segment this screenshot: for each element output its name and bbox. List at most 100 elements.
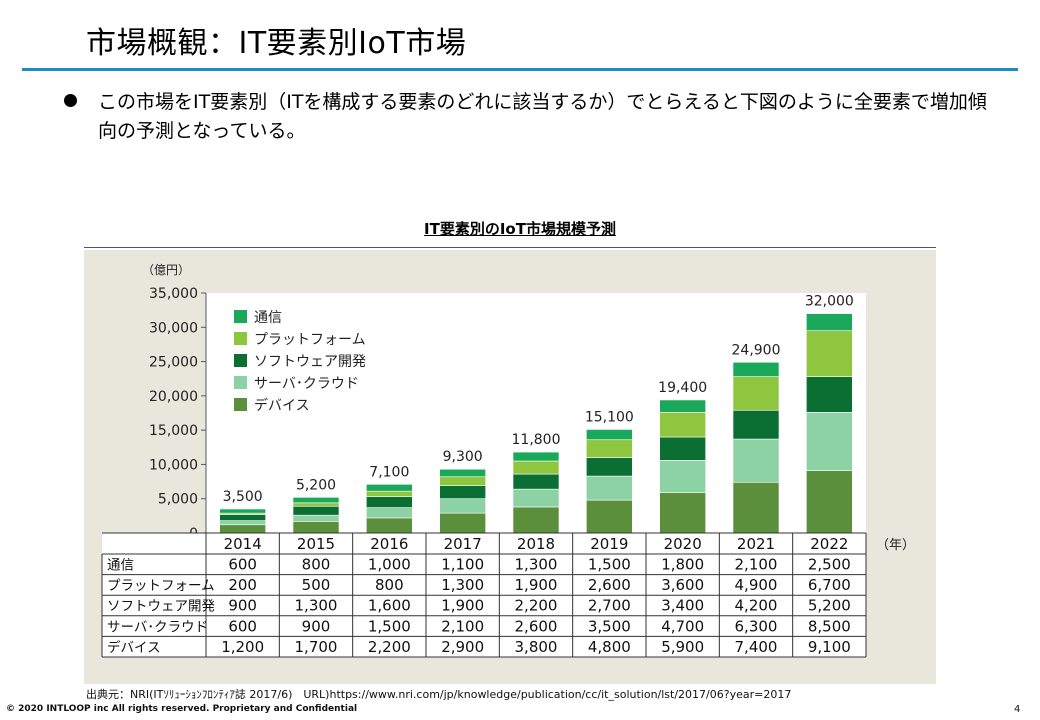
table-cell-value: 6,700 — [808, 576, 851, 594]
bar-segment — [366, 496, 413, 508]
bar-segment — [292, 514, 340, 522]
table-cell-value: 3,600 — [661, 576, 704, 594]
table-cell-value: 2,900 — [441, 638, 484, 656]
bar-total-label: 24,900 — [732, 342, 781, 358]
table-cell-value: 600 — [228, 617, 257, 635]
legend-label: デバイス — [254, 397, 310, 414]
table-cell-value: 2,200 — [368, 638, 411, 656]
y-tick-label: 35,000 — [149, 286, 198, 302]
table-cell-value: 1,500 — [588, 556, 631, 574]
bar-segment — [586, 429, 633, 441]
bar-segment — [292, 521, 340, 534]
bar-total-label: 5,200 — [296, 477, 336, 493]
bar-segment — [366, 490, 413, 497]
bar-segment — [292, 497, 340, 504]
bar-segment — [512, 488, 560, 508]
table-cell-value: 900 — [302, 617, 331, 635]
bar-segment — [806, 412, 853, 471]
bar-segment — [439, 485, 486, 500]
legend-label: プラットフォーム — [254, 332, 366, 348]
table-row-label: デバイス — [107, 639, 161, 656]
bar-segment — [292, 505, 340, 516]
chart-title-rule — [84, 247, 936, 248]
title-divider — [22, 68, 1018, 71]
y-axis-unit: （億円） — [142, 263, 190, 277]
bar-segment — [586, 475, 633, 501]
x-tick-label: 2016 — [370, 535, 408, 553]
table-cell-value: 4,900 — [735, 576, 778, 594]
bar-segment — [659, 412, 706, 438]
table-cell-value: 1,500 — [368, 617, 411, 635]
bar-segment — [732, 361, 780, 377]
table-cell-value: 7,400 — [735, 638, 778, 656]
table-cell-value: 6,300 — [735, 617, 778, 635]
bar-segment — [806, 376, 853, 413]
table-cell-value: 2,500 — [808, 556, 851, 574]
table-cell-value: 800 — [302, 556, 331, 574]
copyright-footer: © 2020 INTLOOP inc All rights reserved. … — [6, 704, 358, 714]
table-cell-value: 5,900 — [661, 638, 704, 656]
bar-segment — [219, 520, 266, 526]
bar-segment — [439, 498, 486, 514]
bar-total-label: 9,300 — [443, 449, 483, 465]
legend-label: 通信 — [254, 310, 282, 326]
table-cell-value: 2,700 — [588, 597, 631, 615]
table-cell-value: 1,000 — [368, 556, 411, 574]
table-cell-value: 2,100 — [735, 556, 778, 574]
table-cell-value: 500 — [302, 576, 331, 594]
y-tick-label: 10,000 — [149, 457, 198, 473]
bar-segment — [806, 470, 853, 534]
bullet-text: この市場をIT要素別（ITを構成する要素のどれに該当するか）でとらえると下図のよ… — [98, 91, 987, 142]
bar-segment — [219, 514, 266, 521]
table-cell-value: 900 — [228, 597, 257, 615]
table-cell-value: 3,800 — [515, 638, 558, 656]
bar-segment — [512, 451, 560, 462]
table-cell-value: 8,500 — [808, 617, 851, 635]
legend-label: ソフトウェア開発 — [254, 354, 366, 370]
bar-segment — [512, 506, 560, 534]
bar-segment — [439, 512, 486, 534]
x-tick-label: 2014 — [224, 535, 262, 553]
bar-total-label: 3,500 — [223, 489, 263, 505]
slide-title: 市場概観：IT要素別IoT市場 — [86, 26, 467, 61]
table-cell-value: 1,200 — [221, 638, 264, 656]
table-row-label: ソフトウェア開発 — [107, 599, 215, 615]
chart-title: IT要素別のIoT市場規模予測 — [424, 220, 616, 238]
legend-swatch — [234, 354, 247, 367]
table-cell-value: 2,600 — [515, 617, 558, 635]
bar-segment — [659, 399, 706, 413]
bullet-point: この市場をIT要素別（ITを構成する要素のどれに該当するか）でとらえると下図のよ… — [64, 88, 994, 146]
legend-swatch — [234, 398, 247, 411]
y-tick-label: 25,000 — [149, 355, 198, 371]
bar-segment — [219, 524, 266, 534]
table-cell-value: 3,400 — [661, 597, 704, 615]
bar-segment — [292, 502, 340, 507]
table-cell-value: 5,200 — [808, 597, 851, 615]
bullet-dot-icon — [64, 94, 77, 107]
table-cell-value: 1,600 — [368, 597, 411, 615]
bar-segment — [659, 436, 706, 461]
bar-total-label: 11,800 — [512, 432, 561, 448]
table-cell-value: 9,100 — [808, 638, 851, 656]
table-cell-value: 1,700 — [295, 638, 338, 656]
table-cell-value: 4,700 — [661, 617, 704, 635]
table-cell-value: 1,900 — [441, 597, 484, 615]
x-tick-label: 2017 — [444, 535, 482, 553]
bar-segment — [586, 439, 633, 458]
legend-swatch — [234, 310, 247, 323]
chart-svg: 35,000 30,000 25,000 20,000 15,000 10,000 5,00… — [101, 263, 915, 658]
table-cell-value: 800 — [375, 576, 404, 594]
bar-segment — [806, 313, 853, 332]
bar-total-label: 32,000 — [805, 294, 854, 310]
x-tick-label: 2020 — [664, 535, 702, 553]
bar-segment — [586, 457, 633, 477]
bar-segment — [366, 484, 413, 492]
table-cell-value: 600 — [228, 556, 257, 574]
bar-total-label: 7,100 — [369, 464, 409, 480]
bar-segment — [512, 473, 560, 490]
y-tick-label: 20,000 — [149, 389, 198, 405]
bar-segment — [586, 499, 633, 534]
bar-segment — [659, 492, 706, 534]
table-cell-value: 2,200 — [515, 597, 558, 615]
bar-segment — [732, 409, 780, 440]
